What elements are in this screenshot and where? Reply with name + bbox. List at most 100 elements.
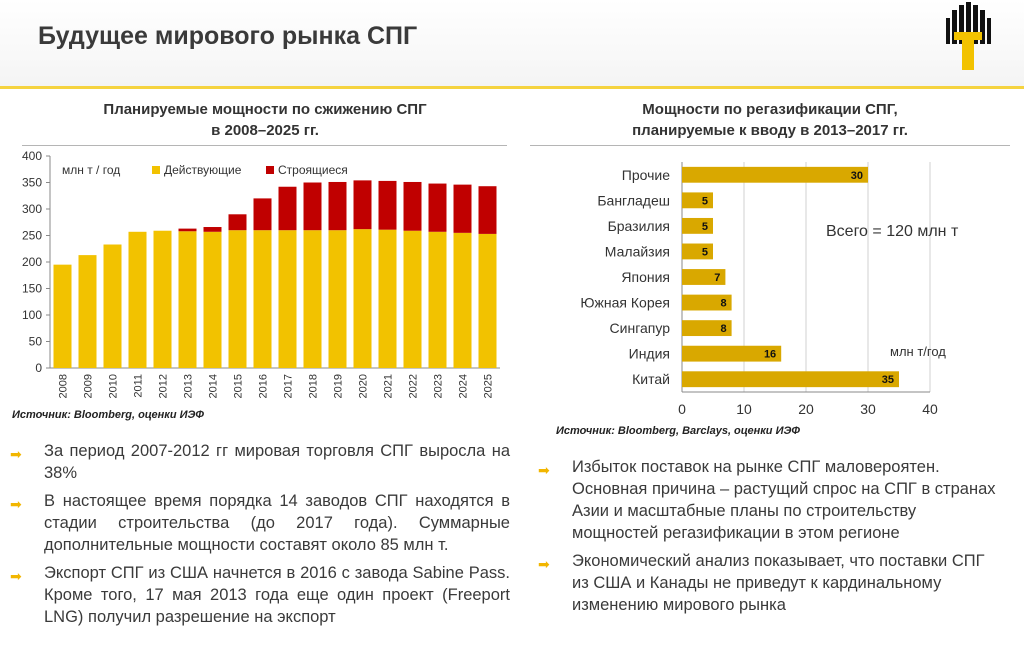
right-chart-title-line1: Мощности по регазификации СПГ, — [642, 101, 898, 118]
x-tick-label: 2009 — [83, 374, 95, 398]
total-note: Всего = 120 млн т — [826, 223, 959, 240]
data-label: 35 — [882, 374, 894, 386]
y-tick-label: 0 — [35, 361, 42, 375]
x-tick-label: 2013 — [183, 374, 195, 398]
bar-regasification — [682, 166, 868, 183]
unit-label: млн т / год — [62, 163, 120, 177]
y-tick-label: 250 — [22, 229, 42, 243]
right-bullet-list: ➡ Избыток поставок на рынке СПГ маловероя… — [538, 456, 998, 622]
x-tick-label: 2015 — [233, 374, 245, 398]
liquefaction-chart: 0 50 100 150 200 250 300 350 400 2008 2009 2010 2011… — [22, 149, 500, 398]
right-bullet-1: ➡ Избыток поставок на рынке СПГ маловероя… — [538, 458, 996, 542]
right-chart-rule — [530, 145, 1010, 146]
bar-regasification — [682, 320, 732, 337]
arrow-bullet-icon: ➡ — [538, 556, 550, 572]
right-bullet-2: ➡ Экономический анализ показывает, что по… — [538, 552, 985, 614]
rosneft-logo-icon — [946, 2, 991, 70]
x-tick-label: 2024 — [458, 374, 470, 398]
y-tick-label: 350 — [22, 176, 42, 190]
x-tick-label: 2017 — [283, 374, 295, 398]
data-label: 7 — [714, 272, 720, 284]
bar-operating — [403, 230, 422, 368]
bar-operating — [453, 232, 472, 368]
data-label: 30 — [851, 170, 863, 182]
arrow-bullet-icon: ➡ — [10, 568, 22, 584]
category-label: Южная Корея — [580, 295, 670, 311]
x-tick-label: 10 — [736, 401, 752, 417]
category-label: Малайзия — [605, 243, 670, 259]
arrow-bullet-icon: ➡ — [538, 462, 550, 478]
header-bar: Будущее мирового рынка СПГ — [0, 0, 1024, 89]
right-chart-source: Источник: Bloomberg, Barclays, оценки ИЭ… — [556, 425, 800, 437]
bar-operating — [303, 230, 322, 368]
x-tick-label: 2020 — [358, 374, 370, 398]
x-tick-label: 30 — [860, 401, 876, 417]
bar-operating — [428, 231, 447, 368]
bar-operating — [103, 244, 122, 368]
bar-operating — [378, 229, 397, 368]
right-chart-title-line2: планируемые к вводу в 2013–2017 гг. — [632, 122, 908, 139]
y-tick-label: 150 — [22, 282, 42, 296]
left-chart-source: Источник: Bloomberg, оценки ИЭФ — [12, 409, 205, 421]
data-label: 5 — [702, 246, 708, 258]
bar-operating — [253, 230, 272, 368]
category-label: Прочие — [622, 167, 670, 183]
bar-operating — [128, 231, 147, 368]
left-bullet-3: ➡ Экспорт СПГ из США начнется в 2016 с за… — [10, 564, 510, 626]
left-bullet-2: ➡ В настоящее время порядка 14 заводов СП… — [10, 492, 510, 554]
bar-under-construction — [428, 183, 447, 232]
legend-swatch — [266, 166, 274, 174]
data-label: 8 — [720, 298, 726, 310]
y-tick-label: 200 — [22, 255, 42, 269]
legend-under-construction: Строящиеся — [278, 163, 348, 177]
bar-regasification — [682, 294, 732, 311]
category-label: Бразилия — [608, 218, 670, 234]
y-tick-label: 100 — [22, 308, 42, 322]
x-tick-label: 2014 — [208, 374, 220, 398]
bar-under-construction — [203, 227, 222, 232]
bar-regasification — [682, 217, 713, 234]
x-tick-label: 40 — [922, 401, 938, 417]
x-tick-label: 0 — [678, 401, 686, 417]
regasification-chart: 0 10 20 30 40 Прочие 30 Бангладеш 5 Бразилия 5 Мала… — [580, 162, 959, 417]
bar-operating — [478, 233, 497, 368]
category-label: Индия — [629, 346, 670, 362]
x-tick-label: 2025 — [483, 374, 495, 398]
category-label: Сингапур — [610, 320, 671, 336]
bar-regasification — [682, 345, 782, 362]
bar-under-construction — [178, 228, 197, 232]
bar-under-construction — [278, 186, 297, 231]
bar-operating — [53, 264, 72, 368]
x-tick-label: 20 — [798, 401, 814, 417]
left-bullet-list: ➡ За период 2007-2012 гг мировая торговля… — [10, 440, 510, 634]
x-tick-label: 2010 — [108, 374, 120, 398]
right-chart-title: Мощности по регазификации СПГ, планируем… — [530, 99, 1010, 141]
header-rule — [0, 86, 1024, 89]
bar-regasification — [682, 192, 713, 209]
bar-regasification — [682, 371, 899, 388]
bar-under-construction — [303, 182, 322, 231]
category-label: Бангладеш — [597, 192, 670, 208]
left-bullet-1: ➡ За период 2007-2012 гг мировая торговля… — [10, 442, 510, 482]
arrow-bullet-icon: ➡ — [10, 446, 22, 462]
left-chart-title-line1: Планируемые мощности по сжижению СПГ — [103, 101, 427, 118]
left-chart-title: Планируемые мощности по сжижению СПГ в 2… — [30, 99, 500, 141]
x-tick-label: 2019 — [333, 374, 345, 398]
bar-regasification — [682, 269, 726, 285]
bar-under-construction — [353, 180, 372, 230]
bar-operating — [328, 230, 347, 368]
data-label: 8 — [720, 323, 726, 335]
legend-operating: Действующие — [164, 163, 242, 177]
bar-operating — [228, 230, 247, 368]
y-tick-label: 400 — [22, 149, 42, 163]
x-tick-label: 2012 — [158, 374, 170, 398]
bar-operating — [203, 231, 222, 368]
bar-under-construction — [453, 184, 472, 233]
bar-operating — [153, 230, 172, 368]
bar-under-construction — [253, 198, 272, 231]
unit-note: млн т/год — [890, 344, 946, 359]
bar-under-construction — [478, 186, 497, 234]
x-tick-label: 2021 — [383, 374, 395, 398]
x-tick-label: 2023 — [433, 374, 445, 398]
